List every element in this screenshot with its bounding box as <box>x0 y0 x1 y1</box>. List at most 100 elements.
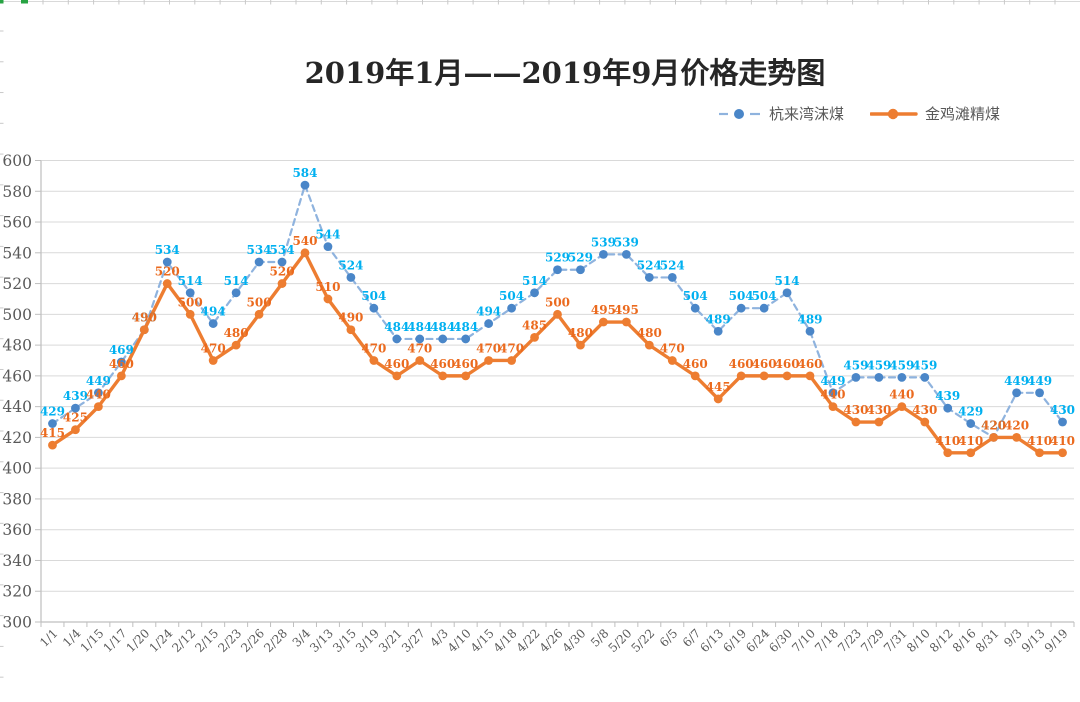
svg-text:2/28: 2/28 <box>261 626 290 655</box>
svg-text:430: 430 <box>843 403 868 417</box>
svg-text:500: 500 <box>2 306 32 324</box>
svg-text:6/24: 6/24 <box>743 626 772 655</box>
svg-text:9/19: 9/19 <box>1042 626 1071 655</box>
svg-text:440: 440 <box>86 388 111 402</box>
data-point <box>621 317 631 327</box>
svg-text:460: 460 <box>384 357 409 371</box>
svg-text:410: 410 <box>958 434 983 448</box>
svg-text:480: 480 <box>637 326 662 340</box>
svg-text:534: 534 <box>270 243 295 257</box>
data-point <box>93 388 103 398</box>
svg-text:420: 420 <box>1004 418 1029 432</box>
data-point <box>162 257 172 267</box>
svg-text:449: 449 <box>1004 374 1029 388</box>
svg-text:520: 520 <box>2 275 32 293</box>
data-point <box>139 325 149 335</box>
data-point <box>782 288 792 298</box>
data-point <box>599 317 608 327</box>
x-axis-labels: 1/1 1/41/151/171/201/242/122/152/232/262/… <box>37 626 1071 655</box>
svg-text:460: 460 <box>775 357 800 371</box>
svg-text:529: 529 <box>545 251 570 265</box>
svg-text:459: 459 <box>866 358 891 372</box>
svg-text:460: 460 <box>430 357 455 371</box>
svg-text:480: 480 <box>568 326 593 340</box>
data-point <box>507 303 516 313</box>
data-point <box>599 249 608 259</box>
svg-text:540: 540 <box>2 244 32 262</box>
svg-text:429: 429 <box>40 405 65 419</box>
data-point <box>576 340 585 350</box>
data-point <box>966 419 976 428</box>
data-point <box>461 371 471 381</box>
svg-text:7/31: 7/31 <box>881 626 910 655</box>
svg-text:320: 320 <box>2 583 32 601</box>
svg-text:1/15: 1/15 <box>78 626 107 655</box>
svg-text:470: 470 <box>407 341 432 355</box>
svg-text:514: 514 <box>178 274 203 288</box>
svg-text:524: 524 <box>637 258 662 272</box>
data-point <box>897 402 907 412</box>
data-point <box>231 288 241 298</box>
data-point <box>461 334 471 344</box>
svg-text:470: 470 <box>499 341 524 355</box>
data-point <box>943 448 953 458</box>
data-point <box>1035 388 1044 398</box>
svg-text:9/13: 9/13 <box>1019 626 1048 655</box>
svg-text:489: 489 <box>797 312 822 326</box>
legend-label-jinjitan: 金鸡滩精煤 <box>924 105 1000 123</box>
svg-text:524: 524 <box>338 258 363 272</box>
svg-text:2/12: 2/12 <box>169 626 198 655</box>
svg-text:430: 430 <box>912 403 937 417</box>
svg-text:490: 490 <box>338 311 363 325</box>
data-point <box>736 371 746 381</box>
svg-text:3/21: 3/21 <box>376 626 405 655</box>
data-point <box>300 248 310 258</box>
chart-legend: 杭来湾沫煤 金鸡滩精煤 <box>0 103 1000 124</box>
svg-text:6/13: 6/13 <box>697 626 726 655</box>
svg-text:460: 460 <box>729 357 754 371</box>
series-jinjitan <box>48 248 1067 458</box>
svg-text:7/29: 7/29 <box>858 626 887 655</box>
data-point <box>644 273 654 282</box>
svg-text:6/19: 6/19 <box>720 626 749 655</box>
data-point <box>346 273 356 282</box>
data-point <box>851 417 861 427</box>
svg-text:415: 415 <box>40 426 65 440</box>
data-point <box>690 303 700 313</box>
svg-text:520: 520 <box>155 265 180 279</box>
svg-text:4/26: 4/26 <box>537 626 566 655</box>
y-axis-labels: 300 320 340 360 380 400 420 440 460 480 500 520 540 5… <box>2 152 32 632</box>
legend-item-hanglaiwan[interactable]: 杭来湾沫煤 <box>718 103 844 124</box>
svg-text:5/20: 5/20 <box>606 626 635 655</box>
svg-text:420: 420 <box>981 418 1006 432</box>
legend-item-jinjitan[interactable]: 金鸡滩精煤 <box>869 103 1000 124</box>
svg-text:430: 430 <box>1050 403 1075 417</box>
data-point <box>805 371 815 381</box>
svg-text:440: 440 <box>2 398 32 416</box>
svg-text:4/30: 4/30 <box>560 626 589 655</box>
data-point <box>759 303 769 313</box>
data-point <box>644 340 654 350</box>
data-point <box>989 433 999 442</box>
svg-text:600: 600 <box>2 152 32 170</box>
svg-text:459: 459 <box>912 358 937 372</box>
data-point <box>208 319 218 328</box>
data-point <box>1012 433 1022 442</box>
svg-text:380: 380 <box>2 490 32 508</box>
data-point <box>828 388 838 398</box>
svg-text:489: 489 <box>706 312 731 326</box>
svg-text:3/15: 3/15 <box>330 626 359 655</box>
svg-text:460: 460 <box>453 357 478 371</box>
svg-text:460: 460 <box>109 357 134 371</box>
data-point <box>438 371 448 381</box>
data-point <box>690 371 700 381</box>
data-point <box>874 373 884 382</box>
svg-text:470: 470 <box>660 341 685 355</box>
data-point <box>277 279 287 288</box>
svg-text:3/13: 3/13 <box>307 626 336 655</box>
svg-text:584: 584 <box>292 166 317 180</box>
svg-text:360: 360 <box>2 521 32 539</box>
data-point <box>805 326 815 336</box>
data-point <box>874 417 884 427</box>
svg-text:504: 504 <box>752 289 777 303</box>
